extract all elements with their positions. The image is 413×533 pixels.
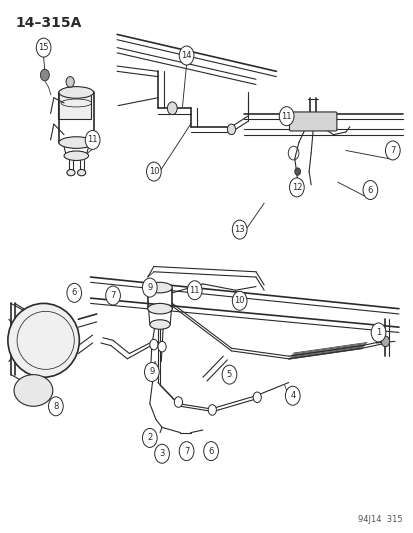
Ellipse shape (150, 320, 170, 329)
Circle shape (85, 131, 100, 149)
Text: 6: 6 (71, 288, 77, 297)
Circle shape (179, 46, 193, 65)
Text: 3: 3 (159, 449, 164, 458)
Ellipse shape (147, 303, 172, 314)
Circle shape (174, 397, 182, 407)
Ellipse shape (67, 169, 75, 176)
Text: 15: 15 (38, 43, 49, 52)
Text: 11: 11 (281, 112, 291, 120)
Text: 7: 7 (183, 447, 189, 456)
Circle shape (179, 442, 193, 461)
Text: 8: 8 (53, 402, 58, 411)
Text: 12: 12 (291, 183, 301, 192)
Circle shape (187, 281, 202, 300)
Circle shape (203, 442, 218, 461)
Circle shape (294, 168, 300, 175)
Circle shape (142, 429, 157, 447)
Circle shape (232, 292, 247, 310)
Text: 11: 11 (87, 135, 97, 144)
Ellipse shape (14, 375, 53, 406)
Text: 14: 14 (181, 51, 191, 60)
Circle shape (146, 162, 161, 181)
Ellipse shape (77, 169, 85, 176)
Text: 6: 6 (208, 447, 213, 456)
Polygon shape (58, 92, 90, 119)
Text: 2: 2 (147, 433, 152, 442)
Circle shape (48, 397, 63, 416)
Circle shape (36, 38, 51, 57)
Text: 10: 10 (234, 296, 244, 305)
Circle shape (105, 286, 120, 305)
Circle shape (67, 284, 81, 302)
Ellipse shape (59, 87, 93, 98)
Ellipse shape (147, 282, 172, 293)
Circle shape (380, 336, 389, 346)
Text: 94J14  315: 94J14 315 (358, 515, 402, 524)
Ellipse shape (64, 151, 88, 160)
Text: 1: 1 (375, 328, 380, 337)
Circle shape (167, 102, 177, 115)
Ellipse shape (8, 303, 79, 377)
Text: 10: 10 (148, 167, 159, 176)
Text: 6: 6 (367, 185, 372, 195)
Circle shape (150, 340, 158, 350)
Circle shape (289, 178, 304, 197)
Circle shape (279, 107, 293, 126)
Text: 7: 7 (110, 291, 116, 300)
Circle shape (285, 386, 299, 405)
Circle shape (66, 77, 74, 87)
Text: 13: 13 (234, 225, 244, 234)
Text: 9: 9 (147, 283, 152, 292)
Circle shape (370, 323, 385, 342)
Circle shape (385, 141, 399, 160)
Circle shape (158, 342, 166, 352)
Circle shape (154, 444, 169, 463)
Text: 5: 5 (226, 370, 232, 379)
Ellipse shape (59, 137, 93, 148)
Text: 7: 7 (389, 146, 394, 155)
FancyBboxPatch shape (289, 112, 336, 131)
Text: 14–315A: 14–315A (15, 16, 81, 30)
Circle shape (40, 69, 49, 81)
Text: 9: 9 (149, 367, 154, 376)
Text: 4: 4 (290, 391, 295, 400)
Text: 11: 11 (189, 286, 199, 295)
Circle shape (362, 181, 377, 199)
Circle shape (252, 392, 261, 402)
Circle shape (142, 278, 157, 297)
Circle shape (222, 365, 236, 384)
Circle shape (208, 405, 216, 415)
Circle shape (232, 220, 247, 239)
Circle shape (144, 362, 159, 382)
Circle shape (227, 124, 235, 135)
